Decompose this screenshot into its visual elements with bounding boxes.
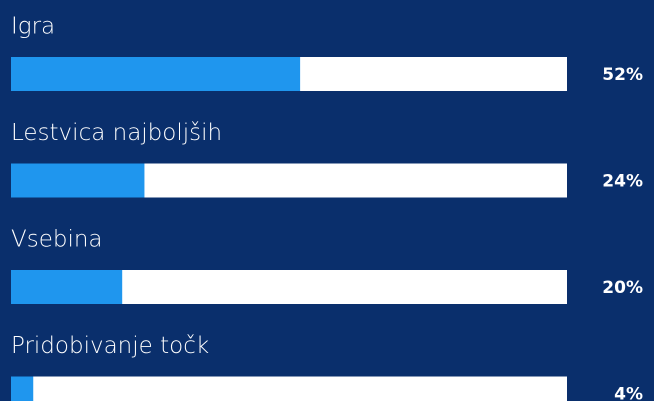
value-label: 4% [614,385,643,401]
value-label: 52% [602,65,643,85]
value-label: 20% [602,278,643,298]
category-label: Lestvica najboljših [11,120,222,146]
bar [11,57,301,91]
bar [11,270,123,304]
category-label: Igra [11,14,55,40]
category-label: Vsebina [11,227,103,253]
category-label: Pridobivanje točk [11,333,209,359]
bar [11,163,145,198]
value-label: 24% [602,172,643,192]
bar [11,376,34,401]
bar-track [11,376,567,401]
